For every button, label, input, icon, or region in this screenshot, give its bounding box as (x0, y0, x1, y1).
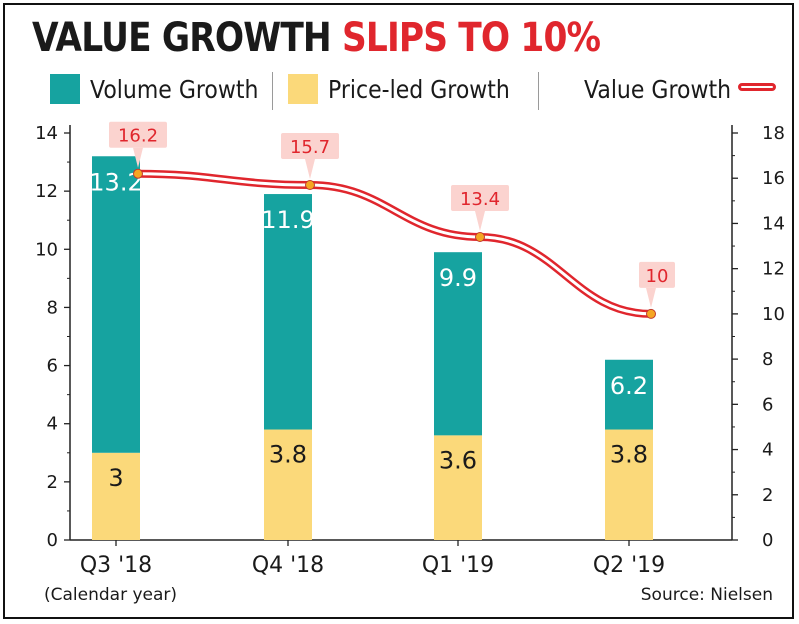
value-callout-pointer (305, 159, 315, 180)
value-point-marker (133, 168, 143, 179)
value-point-marker (305, 180, 315, 191)
legend-value-label: Value Growth (584, 75, 732, 104)
value-callout-box (109, 121, 167, 148)
value-growth-line-inner (136, 172, 653, 316)
value-growth-line-outer (134, 169, 655, 318)
right-axis-tick-label: 0 (762, 530, 773, 551)
value-data-label: 10 (646, 266, 669, 287)
value-callout-box (639, 261, 675, 288)
left-axis-tick-label: 4 (47, 414, 58, 435)
left-axis-tick-label: 2 (47, 472, 58, 493)
x-axis-tick-label: Q3 '18 (80, 553, 152, 578)
bar-volume-label: 9.9 (439, 264, 477, 292)
bar-price-label: 3.8 (269, 441, 307, 469)
right-axis-tick-label: 6 (762, 394, 773, 415)
calendar-note: (Calendar year) (44, 585, 178, 605)
left-axis-tick-label: 0 (47, 530, 58, 551)
value-callout-box (451, 185, 509, 212)
value-callout-box (281, 133, 339, 160)
legend-divider (538, 72, 539, 110)
legend: Volume Growth Price-led Growth Value Gro… (0, 68, 799, 112)
right-axis-tick-label: 12 (762, 259, 785, 280)
left-axis-tick-label: 6 (47, 356, 58, 377)
right-axis-tick-label: 16 (762, 168, 785, 189)
chart-title: VALUE GROWTH SLIPS TO 10% (32, 14, 601, 62)
value-point-marker (475, 232, 485, 243)
left-axis-tick-label: 8 (47, 297, 58, 318)
value-callout-pointer (646, 287, 656, 308)
bar-volume-segment (605, 359, 653, 430)
bar-volume-segment (92, 156, 140, 453)
legend-price-swatch (288, 74, 318, 104)
bar-price-label: 3 (108, 464, 123, 492)
bar-price-segment (264, 429, 312, 540)
bar-price-label: 3.6 (439, 446, 477, 474)
x-axis-tick-label: Q4 '18 (252, 553, 324, 578)
right-axis-tick-label: 8 (762, 349, 773, 370)
bar-price-segment (605, 429, 653, 540)
legend-volume-swatch (50, 74, 80, 104)
right-axis-tick-label: 14 (762, 213, 785, 234)
legend-volume-label: Volume Growth (90, 75, 259, 104)
value-data-label: 16.2 (118, 126, 158, 147)
value-data-label: 15.7 (290, 137, 330, 158)
left-axis-tick-label: 12 (35, 181, 58, 202)
legend-divider (272, 72, 273, 110)
bar-price-segment (434, 435, 482, 540)
value-data-label: 13.4 (460, 189, 500, 210)
left-axis-tick-label: 10 (35, 239, 58, 260)
title-part-1: VALUE GROWTH (32, 15, 332, 61)
bar-volume-label: 11.9 (261, 206, 314, 234)
value-point-marker (646, 308, 656, 319)
bar-volume-segment (434, 252, 482, 436)
legend-price-label: Price-led Growth (328, 75, 510, 104)
right-axis-tick-label: 18 (762, 123, 785, 144)
title-part-2: SLIPS TO 10% (341, 15, 601, 61)
value-callout-pointer (475, 211, 485, 232)
legend-value-line (738, 83, 776, 91)
right-axis-tick-label: 2 (762, 485, 773, 506)
source-note: Source: Nielsen (640, 585, 773, 605)
chart-frame (3, 3, 794, 619)
value-callout-pointer (133, 147, 143, 168)
x-axis-tick-label: Q1 '19 (422, 553, 494, 578)
right-axis-tick-label: 4 (762, 440, 773, 461)
x-axis-tick-label: Q2 '19 (593, 553, 665, 578)
bar-price-segment (92, 452, 140, 540)
right-axis-tick-label: 10 (762, 304, 785, 325)
left-axis-tick-label: 14 (35, 123, 58, 144)
bar-price-label: 3.8 (610, 441, 648, 469)
bar-volume-segment (264, 194, 312, 430)
bar-volume-label: 6.2 (610, 372, 648, 400)
